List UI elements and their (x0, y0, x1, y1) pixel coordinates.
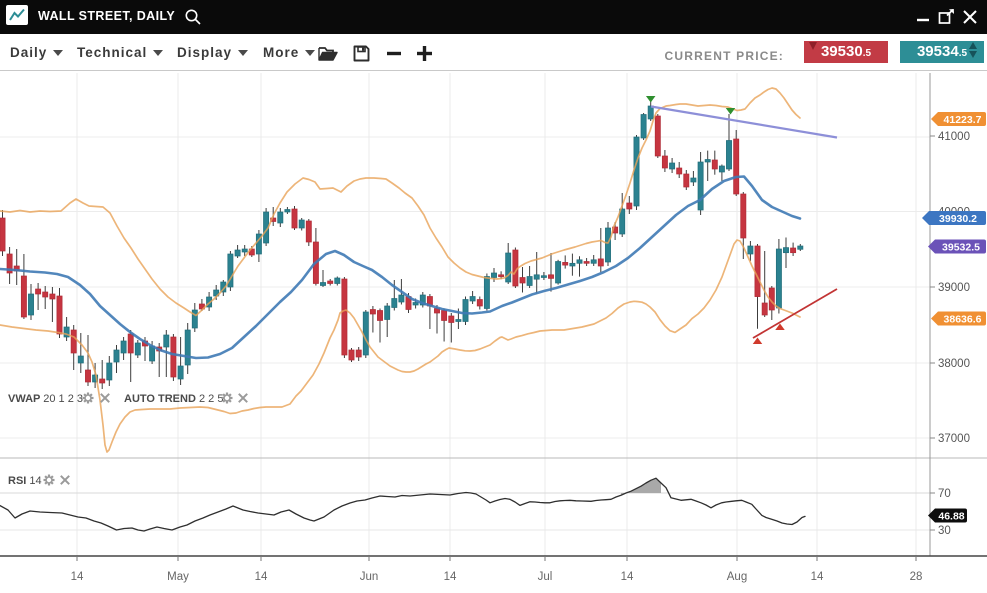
svg-text:39532.5: 39532.5 (942, 241, 980, 253)
svg-text:May: May (167, 571, 189, 583)
svg-text:39000: 39000 (938, 282, 970, 294)
svg-text:46.88: 46.88 (938, 510, 964, 522)
svg-text:38000: 38000 (938, 358, 970, 370)
svg-text:14: 14 (255, 571, 268, 583)
svg-text:70: 70 (938, 488, 951, 500)
svg-text:14: 14 (621, 571, 634, 583)
svg-text:14: 14 (444, 571, 457, 583)
svg-text:41000: 41000 (938, 131, 970, 143)
svg-text:Aug: Aug (727, 571, 747, 583)
svg-text:28: 28 (910, 571, 923, 583)
svg-text:AUTO TREND 2 2 5: AUTO TREND 2 2 5 (124, 393, 223, 405)
svg-text:39930.2: 39930.2 (939, 213, 977, 225)
svg-text:14: 14 (71, 571, 84, 583)
svg-text:Jun: Jun (360, 571, 379, 583)
svg-text:Jul: Jul (538, 571, 553, 583)
svg-text:14: 14 (811, 571, 824, 583)
svg-text:RSI 14: RSI 14 (8, 475, 42, 487)
svg-text:41223.7: 41223.7 (944, 114, 982, 126)
svg-text:37000: 37000 (938, 433, 970, 445)
svg-text:30: 30 (938, 525, 951, 537)
svg-text:38636.6: 38636.6 (944, 313, 982, 325)
svg-text:VWAP 20 1 2 3: VWAP 20 1 2 3 (8, 393, 83, 405)
